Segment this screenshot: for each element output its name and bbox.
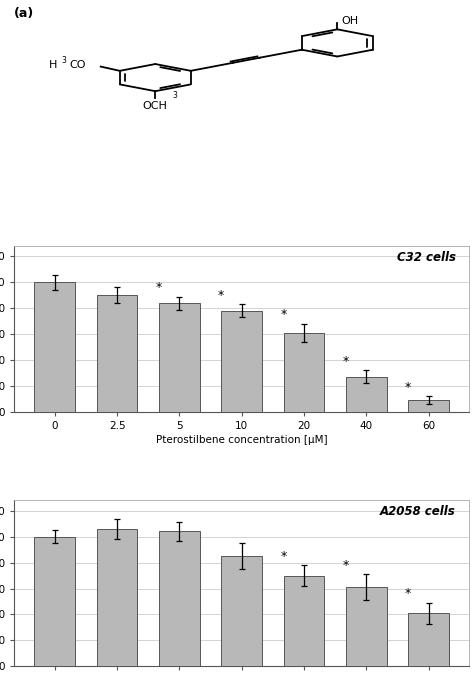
Text: 3: 3 <box>62 56 66 65</box>
Bar <box>35 282 75 412</box>
Text: OCH: OCH <box>143 100 168 110</box>
Text: H: H <box>49 60 58 70</box>
Bar <box>159 303 200 412</box>
Bar <box>284 575 324 666</box>
Text: *: * <box>281 308 287 321</box>
Text: (a): (a) <box>14 7 35 20</box>
Bar <box>284 333 324 412</box>
Bar <box>221 311 262 412</box>
X-axis label: Pterostilbene concentration [μM]: Pterostilbene concentration [μM] <box>156 435 328 445</box>
Bar <box>159 532 200 666</box>
Bar <box>346 377 387 412</box>
Bar <box>221 556 262 666</box>
Bar <box>97 529 137 666</box>
Text: *: * <box>156 281 162 294</box>
Text: 3: 3 <box>173 92 177 100</box>
Bar <box>97 295 137 412</box>
Text: CO: CO <box>70 60 86 70</box>
Text: *: * <box>281 550 287 563</box>
Text: A2058 cells: A2058 cells <box>380 505 456 518</box>
Text: *: * <box>218 289 224 302</box>
Bar <box>35 536 75 666</box>
Text: *: * <box>343 559 349 571</box>
Text: *: * <box>405 381 411 394</box>
Bar <box>409 613 449 666</box>
Text: C32 cells: C32 cells <box>397 251 456 264</box>
Bar <box>409 400 449 412</box>
Text: *: * <box>405 587 411 600</box>
Text: OH: OH <box>341 15 358 26</box>
Text: *: * <box>343 355 349 368</box>
Bar <box>346 588 387 666</box>
